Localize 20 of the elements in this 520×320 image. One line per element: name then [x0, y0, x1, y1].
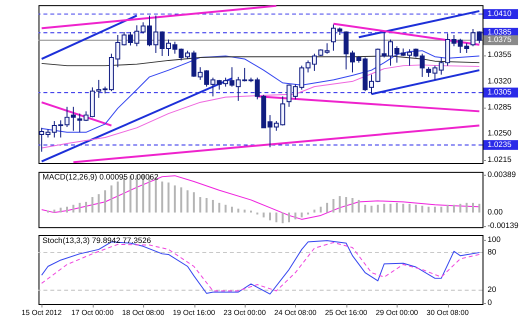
y-tick-label: 0.00389 [487, 170, 516, 179]
y-tick-label: 20 [487, 285, 497, 294]
y-tick-label: 0 [487, 298, 492, 307]
chart-title: Stoch(13,3,3) 79.8942 77.3526 [42, 236, 152, 245]
line-series [41, 175, 480, 220]
chart-title: MACD(12,26,9) 0.00095 0.00062 [42, 172, 158, 182]
ref-line-label: 1.0305 [487, 88, 512, 97]
ref-line-label: 1.0375 [487, 35, 512, 44]
y-tick-label: 1.0250 [487, 128, 512, 138]
ref-line-label: 1.0385 [487, 28, 512, 37]
y-tick-label: 1.0320 [487, 76, 512, 86]
y-tick-label: 0.00 [487, 208, 504, 217]
y-tick-label: 80 [487, 248, 497, 257]
ref-line-label: 1.0410 [487, 9, 512, 18]
y-tick-label: 100 [487, 234, 502, 244]
ref-line-label: 1.0235 [487, 140, 512, 149]
y-tick-label: -0.00139 [487, 220, 519, 230]
y-tick-label: 1.0215 [487, 154, 512, 164]
y-tick-label: 1.0285 [487, 102, 512, 112]
y-tick-label: 1.0355 [487, 50, 512, 60]
